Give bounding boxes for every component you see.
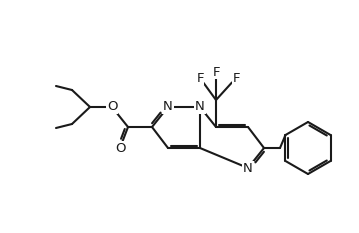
Text: N: N (163, 100, 173, 113)
Text: O: O (115, 141, 125, 154)
Text: N: N (195, 100, 205, 113)
Text: N: N (243, 161, 253, 175)
Text: F: F (212, 65, 220, 79)
Text: F: F (232, 72, 240, 85)
Text: O: O (107, 100, 117, 113)
Text: F: F (196, 72, 204, 85)
